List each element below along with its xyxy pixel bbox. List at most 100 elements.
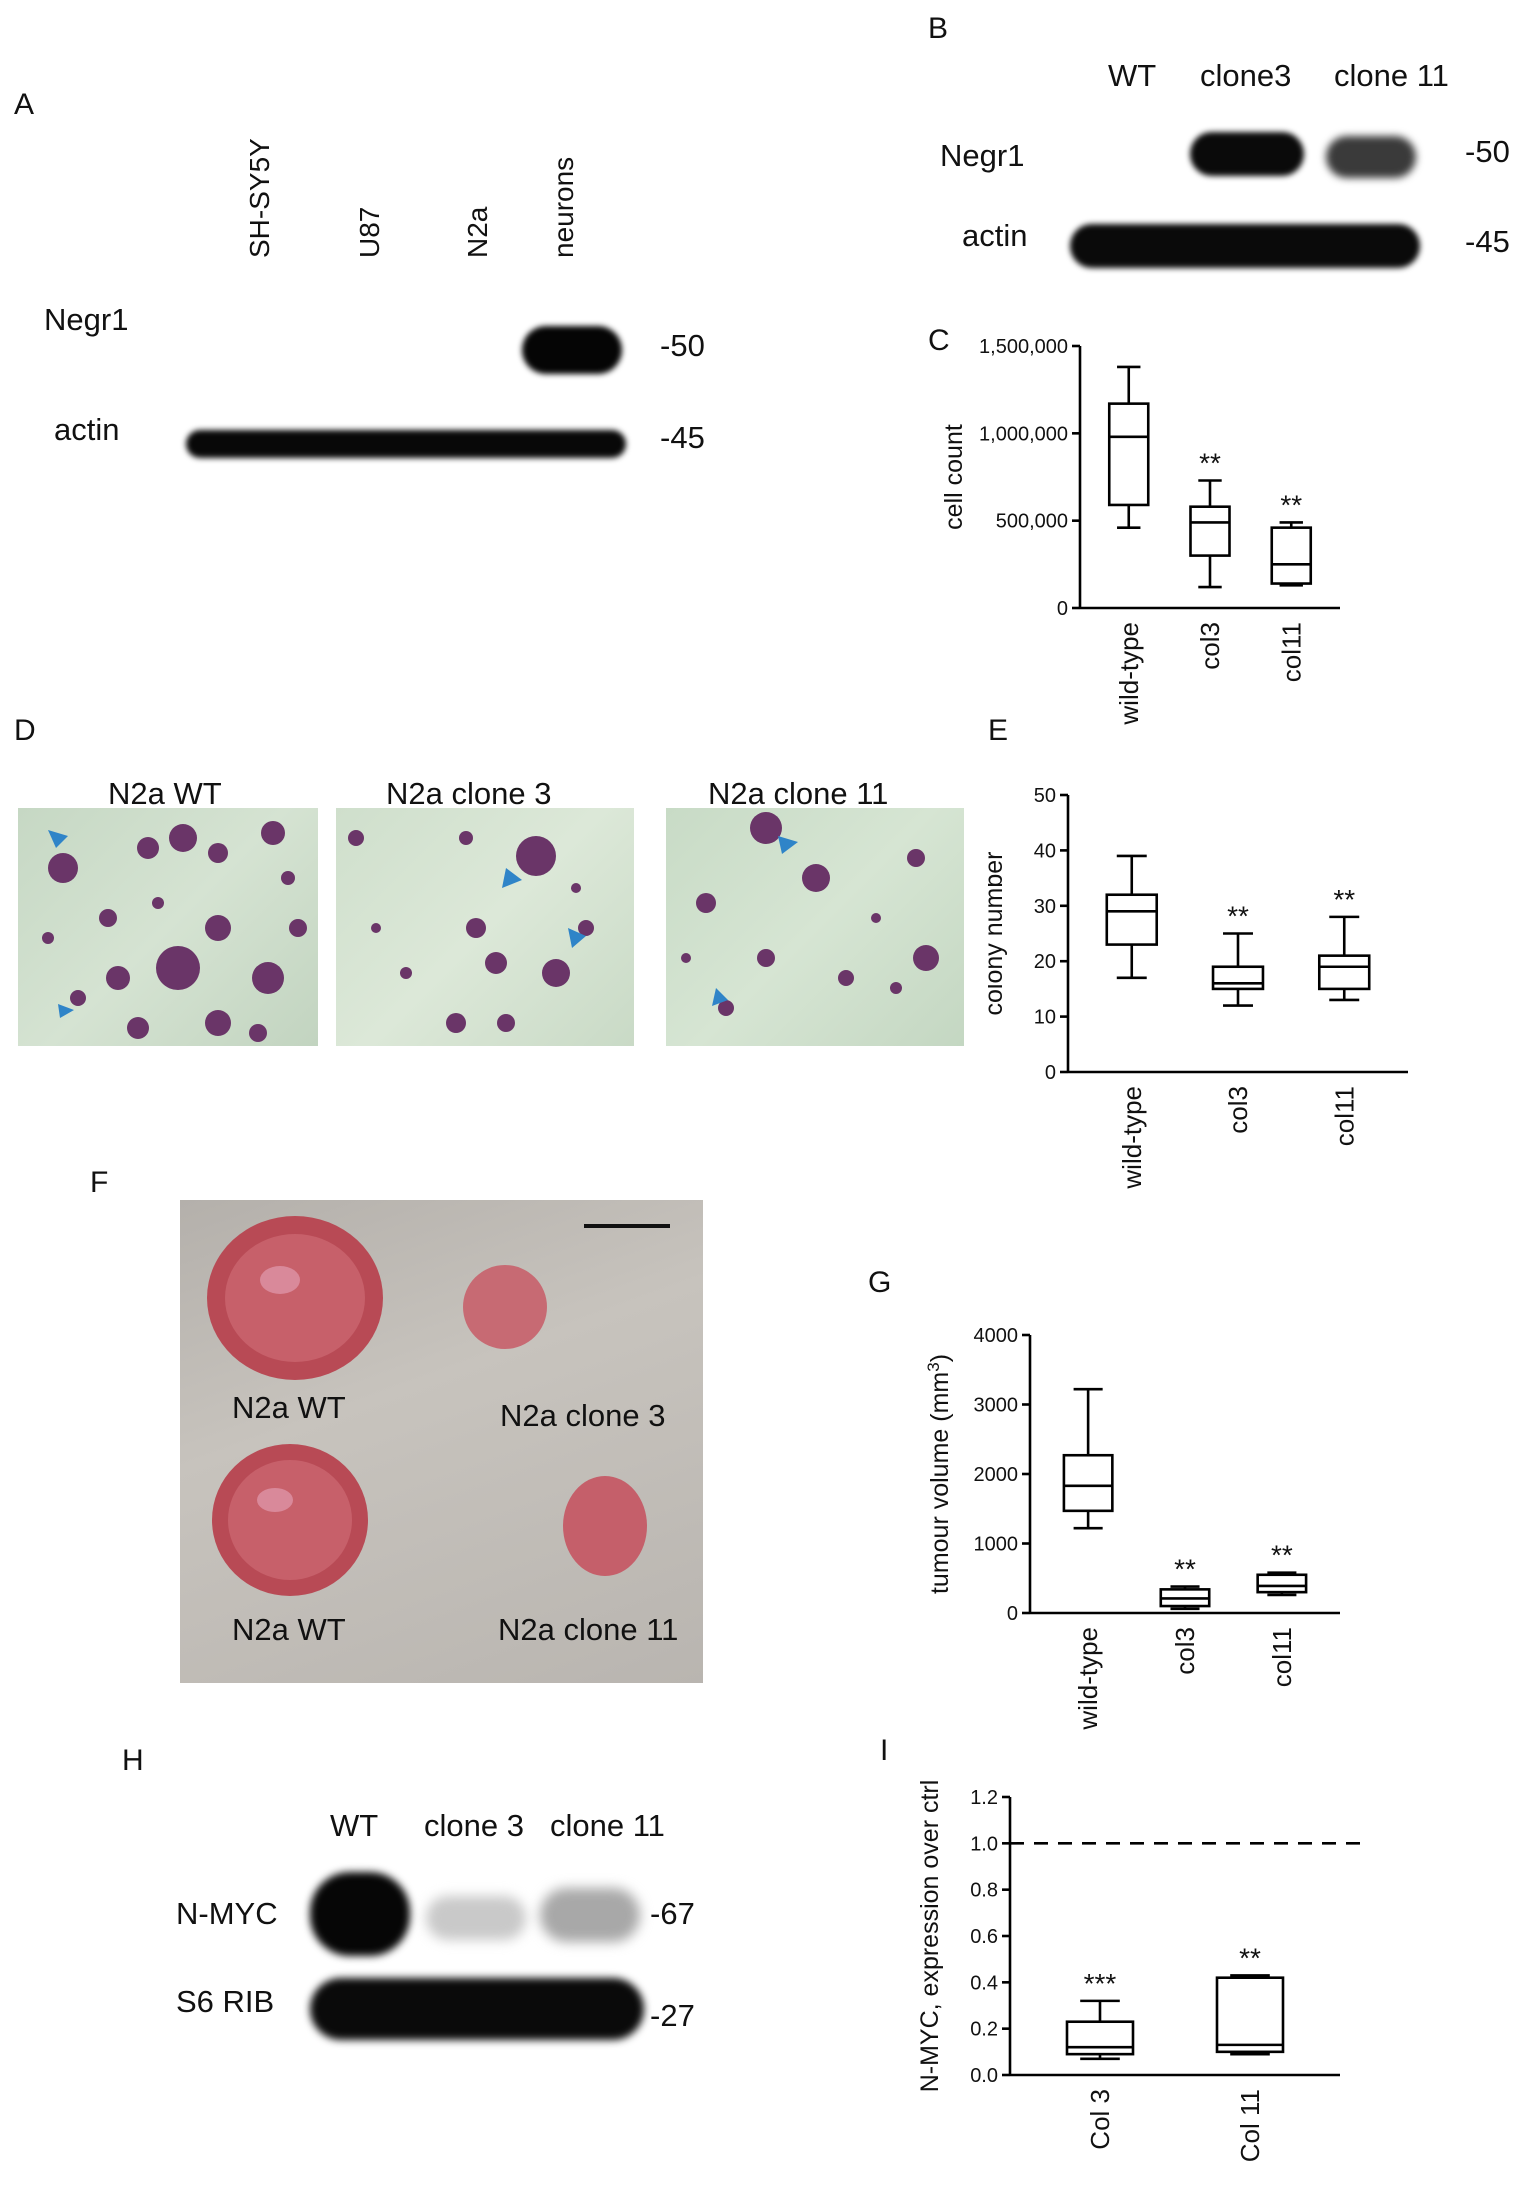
marker-50-a: -50 xyxy=(660,328,705,363)
significance-marker: *** xyxy=(1084,1968,1117,1999)
tumour-label-clone3: N2a clone 3 xyxy=(500,1398,666,1433)
photo-title-n2a-wt: N2a WT xyxy=(108,776,222,811)
y-tick-label: 500,000 xyxy=(996,511,1068,533)
blot-band xyxy=(310,1872,410,1956)
marker-67-h: -67 xyxy=(650,1896,695,1931)
lane-label-wt-b: WT xyxy=(1108,58,1157,93)
box-plot-colony-number: 0 10 20 30 40 50 colony number wild-type ** col3 *… xyxy=(988,785,1408,1190)
y-tick-label: 3000 xyxy=(974,1395,1019,1417)
y-tick-label: 1000 xyxy=(974,1534,1019,1556)
row-label-actin-a: actin xyxy=(54,412,120,447)
x-tick-label: col3 xyxy=(1223,1086,1253,1134)
plot-area xyxy=(1072,344,1340,610)
significance-marker: ** xyxy=(1239,1942,1261,1973)
y-tick-label: 0.2 xyxy=(970,2019,998,2041)
panel-label-c: C xyxy=(928,324,950,357)
plot-area xyxy=(1002,1795,1360,2077)
photo-title-n2a-clone3: N2a clone 3 xyxy=(386,776,552,811)
tumour-label-clone11: N2a clone 11 xyxy=(498,1612,679,1647)
lane-label-n2a: N2a xyxy=(462,206,493,258)
blot-band xyxy=(310,1978,644,2040)
lane-label-clone11-h: clone 11 xyxy=(550,1808,665,1843)
lane-label-neurons: neurons xyxy=(548,156,579,258)
box-col3 xyxy=(1189,479,1231,589)
marker-27-h: -27 xyxy=(650,1998,695,2033)
panel-label-i: I xyxy=(880,1734,889,1767)
box-col-3 xyxy=(1065,1999,1135,2061)
x-tick-label: Col 3 xyxy=(1085,2089,1115,2150)
colony-photo-clone3 xyxy=(336,808,634,1046)
y-tick-label: 0 xyxy=(1007,1603,1018,1625)
lane-label-clone3-b: clone3 xyxy=(1200,58,1292,93)
panel-label-g: G xyxy=(868,1266,892,1299)
box xyxy=(1107,402,1150,507)
y-tick-label: 40 xyxy=(1034,840,1056,862)
x-tick-label: col11 xyxy=(1267,1627,1297,1687)
box-col3 xyxy=(1211,932,1265,1007)
y-tick-label: 2000 xyxy=(974,1464,1019,1486)
y-tick-label: 20 xyxy=(1034,951,1056,973)
box-col11 xyxy=(1317,915,1371,1002)
y-tick-label: 0 xyxy=(1057,598,1068,620)
y-tick-label: 1.0 xyxy=(970,1833,998,1855)
y-tick-label: 0 xyxy=(1045,1062,1056,1084)
x-tick-label: wild-type xyxy=(1117,1086,1147,1190)
x-tick-label: col11 xyxy=(1276,622,1306,682)
row-label-actin-b: actin xyxy=(962,218,1028,253)
y-axis-label: tumour volume (mm3) xyxy=(924,1354,955,1594)
lane-label-wt-h: WT xyxy=(330,1808,379,1843)
box-plot-tumour-volume: 0 1000 2000 3000 4000 tumour volume (mm3) wild… xyxy=(924,1325,1340,1731)
blot-band xyxy=(426,1896,526,1940)
box xyxy=(1062,1453,1114,1513)
x-tick-label: col11 xyxy=(1329,1086,1359,1146)
box xyxy=(1270,526,1313,585)
lane-label-clone3-h: clone 3 xyxy=(424,1808,524,1843)
blot-band xyxy=(1070,224,1420,268)
y-tick-label: 4000 xyxy=(974,1325,1019,1347)
marker-45-a: -45 xyxy=(660,420,705,455)
significance-marker: ** xyxy=(1227,901,1249,932)
panel-label-f: F xyxy=(90,1166,109,1199)
y-tick-label: 10 xyxy=(1034,1007,1056,1029)
box-col3 xyxy=(1159,1585,1211,1611)
significance-marker: ** xyxy=(1333,884,1355,915)
lane-label-sh-sy5y: SH-SY5Y xyxy=(244,138,275,258)
box xyxy=(1065,2020,1135,2056)
x-tick-label: col3 xyxy=(1170,1627,1200,1675)
box xyxy=(1256,1573,1308,1594)
tumour-label-wt-1: N2a WT xyxy=(232,1390,346,1425)
lane-label-clone11-b: clone 11 xyxy=(1334,58,1449,93)
significance-marker: ** xyxy=(1199,447,1221,478)
y-axis-label: colony number xyxy=(988,852,1008,1016)
plot-area xyxy=(1060,793,1408,1074)
row-label-negr1-a: Negr1 xyxy=(44,302,129,337)
box-wild-type xyxy=(1105,854,1159,980)
x-tick-label: wild-type xyxy=(1073,1627,1103,1731)
significance-marker: ** xyxy=(1271,1540,1293,1571)
y-tick-label: 0.6 xyxy=(970,1926,998,1948)
box xyxy=(1215,1976,1285,2054)
y-tick-label: 0.4 xyxy=(970,1972,998,1994)
box-col11 xyxy=(1256,1571,1308,1597)
plot-area xyxy=(1022,1333,1340,1615)
y-tick-label: 0.0 xyxy=(970,2065,998,2087)
panel-label-d: D xyxy=(14,714,36,747)
box-col11 xyxy=(1270,521,1313,587)
y-tick-label: 1,000,000 xyxy=(979,423,1068,445)
panel-label-h: H xyxy=(122,1744,144,1777)
colony-photo-wt xyxy=(18,808,318,1046)
tumour-photo: N2a WT N2a clone 3 N2a WT N2a clone 11 xyxy=(180,1200,703,1683)
western-blot-b xyxy=(1070,120,1420,280)
x-tick-label: col3 xyxy=(1195,622,1225,670)
box-wild-type xyxy=(1062,1387,1114,1530)
box xyxy=(1189,505,1231,557)
y-axis-label: cell count xyxy=(940,424,968,530)
box-plot-cell-count: 0 500,000 1,000,000 1,500,000 cell count wild… xyxy=(940,336,1340,726)
box xyxy=(1211,965,1265,991)
significance-marker: ** xyxy=(1280,489,1302,520)
significance-marker: ** xyxy=(1174,1554,1196,1585)
box-plot-n-myc-expression: 0.0 0.2 0.4 0.6 0.8 1.0 1.2 N-MYC, expression o… xyxy=(916,1780,1360,2162)
y-axis-label: N-MYC, expression over ctrl xyxy=(916,1780,944,2093)
y-tick-label: 1,500,000 xyxy=(979,336,1068,358)
x-tick-label: Col 11 xyxy=(1235,2089,1265,2162)
